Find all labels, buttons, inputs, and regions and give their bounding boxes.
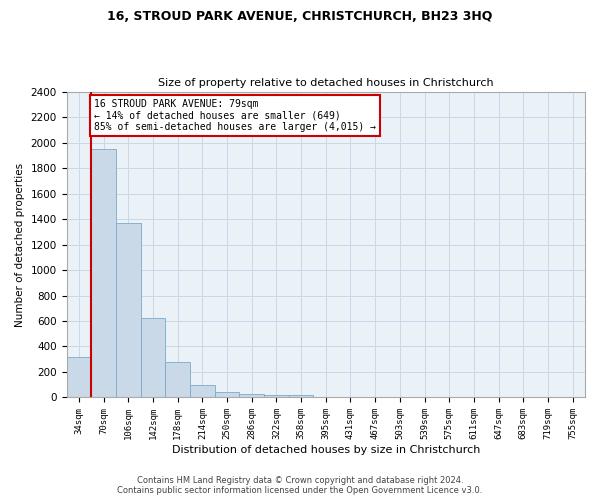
- Bar: [116, 223, 140, 398]
- Y-axis label: Number of detached properties: Number of detached properties: [15, 162, 25, 326]
- Bar: [264, 394, 289, 398]
- Text: Contains HM Land Registry data © Crown copyright and database right 2024.
Contai: Contains HM Land Registry data © Crown c…: [118, 476, 482, 495]
- Bar: [289, 395, 313, 398]
- Bar: [165, 362, 190, 398]
- Text: 16 STROUD PARK AVENUE: 79sqm
← 14% of detached houses are smaller (649)
85% of s: 16 STROUD PARK AVENUE: 79sqm ← 14% of de…: [94, 99, 376, 132]
- Title: Size of property relative to detached houses in Christchurch: Size of property relative to detached ho…: [158, 78, 494, 88]
- Bar: [215, 392, 239, 398]
- Bar: [67, 358, 91, 398]
- Bar: [239, 394, 264, 398]
- Text: 16, STROUD PARK AVENUE, CHRISTCHURCH, BH23 3HQ: 16, STROUD PARK AVENUE, CHRISTCHURCH, BH…: [107, 10, 493, 23]
- Bar: [91, 149, 116, 398]
- X-axis label: Distribution of detached houses by size in Christchurch: Distribution of detached houses by size …: [172, 445, 480, 455]
- Bar: [190, 384, 215, 398]
- Bar: [140, 318, 165, 398]
